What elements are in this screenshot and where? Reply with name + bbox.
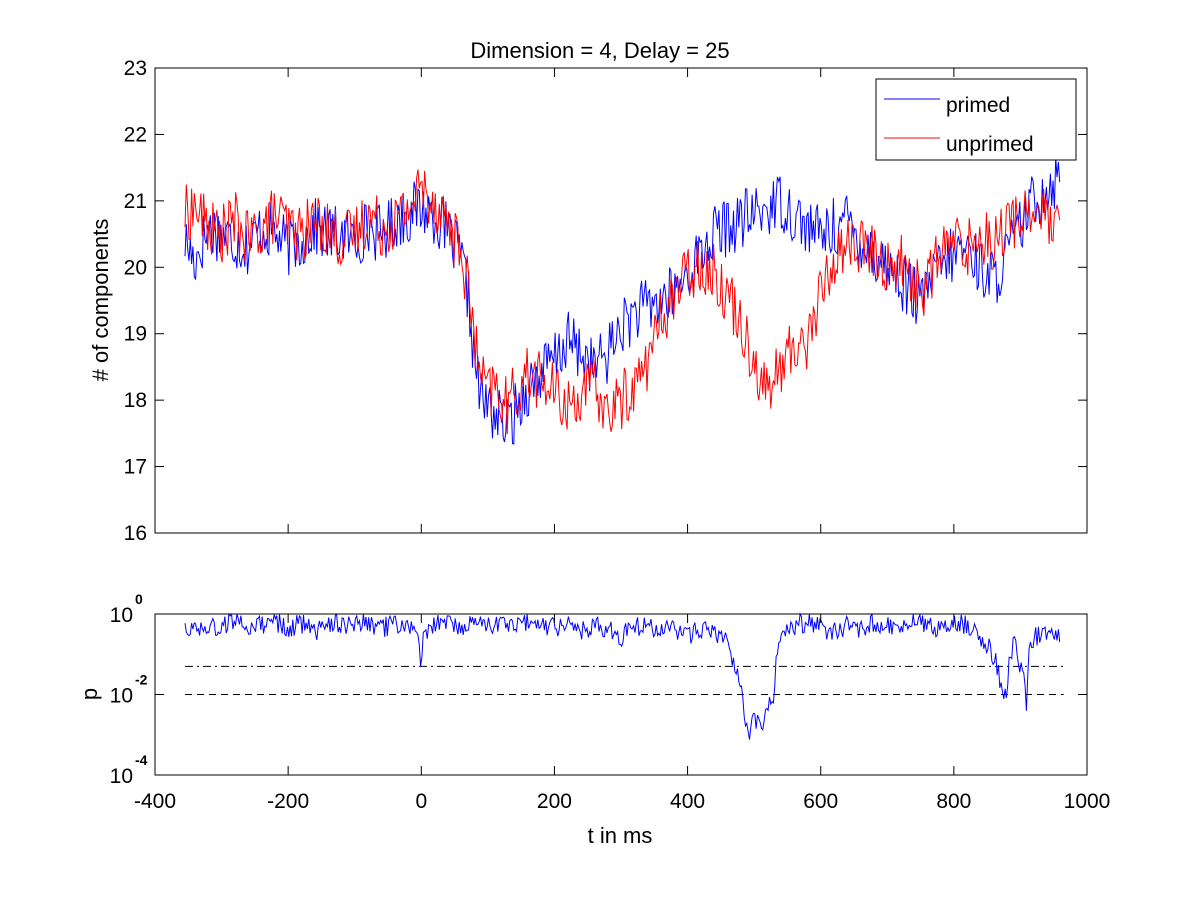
- series-line-unprimed: [184, 169, 1061, 435]
- x-tick-label: -200: [267, 790, 309, 813]
- legend-label-unprimed: unprimed: [946, 133, 1034, 156]
- x-tick-label: 600: [803, 790, 838, 813]
- p-tick-label: 10: [110, 685, 133, 708]
- p-reference-lines: [184, 665, 1064, 695]
- top-y-ticks: 16 17 18 19 20 21 22 23: [124, 57, 1088, 545]
- top-y-tick-label: 21: [124, 190, 147, 213]
- top-y-tick-label: 23: [124, 57, 147, 80]
- top-y-tick-label: 17: [124, 456, 147, 479]
- top-y-tick-label: 20: [124, 256, 147, 279]
- p-tick-label: 10: [110, 765, 133, 788]
- x-tick-label: 1000: [1064, 790, 1111, 813]
- top-y-tick-label: 22: [124, 123, 147, 146]
- legend: primed unprimed: [875, 78, 1077, 161]
- p-tick-exponent: -4: [135, 752, 148, 768]
- chart-title: Dimension = 4, Delay = 25: [470, 38, 729, 63]
- x-tick-label: 400: [670, 790, 705, 813]
- p-tick-label: 10: [110, 604, 133, 627]
- p-value-line: [184, 612, 1061, 740]
- top-y-tick-label: 19: [124, 323, 147, 346]
- top-panel: Dimension = 4, Delay = 25 16 17 18 19 20 21 22…: [88, 38, 1088, 545]
- x-tick-label: -400: [134, 790, 176, 813]
- p-tick-exponent: -2: [135, 672, 148, 688]
- x-tick-label: 800: [936, 790, 971, 813]
- legend-box: [875, 78, 1077, 161]
- top-y-tick-label: 18: [124, 389, 147, 412]
- p-axis-label: p: [77, 688, 102, 700]
- x-tick-label: 200: [537, 790, 572, 813]
- x-tick-label: 0: [415, 790, 427, 813]
- bottom-series-group: [184, 612, 1061, 740]
- p-tick-exponent: 0: [135, 591, 143, 607]
- top-series-group: [184, 156, 1061, 445]
- top-y-tick-label: 16: [124, 522, 147, 545]
- legend-label-primed: primed: [946, 94, 1010, 117]
- y-axis-label: # of components: [88, 219, 113, 382]
- x-axis-label: t in ms: [588, 823, 653, 848]
